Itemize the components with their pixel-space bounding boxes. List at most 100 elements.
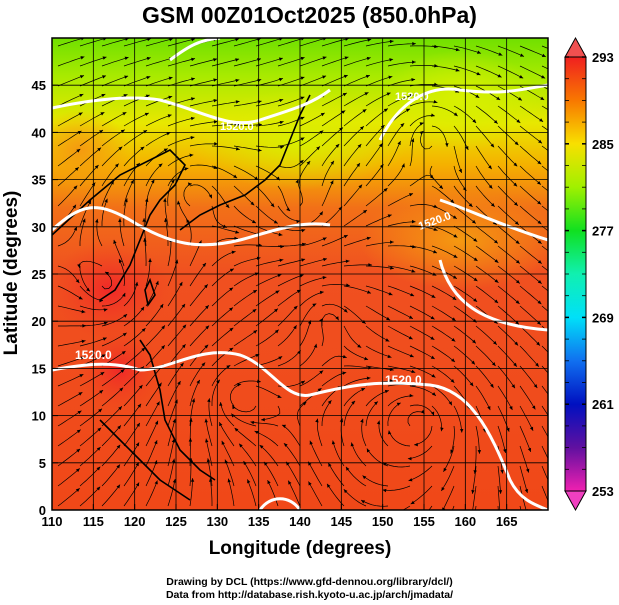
streamline	[167, 136, 195, 147]
streamline-arrow	[472, 530, 475, 534]
streamline-arrow	[308, 481, 312, 486]
streamline-arrow	[342, 354, 347, 359]
streamline-arrow	[141, 347, 146, 352]
streamline	[230, 383, 242, 407]
streamline-arrow	[471, 219, 476, 224]
streamline-arrow	[492, 221, 497, 225]
streamline	[431, 125, 448, 147]
streamline-arrow	[189, 418, 193, 422]
streamline	[429, 165, 444, 190]
streamline	[409, 345, 435, 360]
streamline-arrow	[176, 200, 181, 205]
streamline-arrow	[515, 300, 520, 304]
streamline	[519, 365, 538, 389]
streamline-arrow	[75, 468, 80, 473]
streamline-arrow	[358, 184, 363, 189]
streamline-arrow	[273, 220, 278, 224]
streamline-arrow	[319, 370, 324, 375]
streamline	[57, 391, 83, 407]
streamline	[541, 285, 548, 292]
streamline-arrow	[382, 488, 387, 493]
streamline-arrow	[205, 325, 210, 330]
streamline-arrow	[498, 490, 503, 494]
streamline-arrow	[429, 174, 434, 179]
streamline	[277, 258, 306, 267]
streamline-arrow	[357, 144, 362, 148]
streamline-arrow	[536, 341, 540, 346]
streamline-arrow	[515, 259, 520, 264]
streamline-arrow	[172, 418, 176, 423]
streamline	[79, 427, 102, 447]
streamline-arrow	[235, 58, 240, 62]
streamline	[519, 465, 528, 494]
streamline-arrow	[312, 303, 317, 307]
streamline	[431, 45, 460, 51]
streamline	[255, 57, 284, 67]
streamline-arrow	[443, 467, 447, 472]
streamline	[382, 462, 411, 468]
streamline	[519, 405, 534, 431]
streamline	[519, 485, 527, 510]
streamline	[475, 245, 499, 264]
streamline	[475, 185, 495, 208]
streamline-arrow	[201, 362, 206, 367]
streamline	[450, 425, 455, 454]
streamline	[475, 105, 498, 124]
colorbar-tick-label: 285	[592, 137, 614, 152]
streamline	[79, 111, 105, 127]
streamline-arrow	[279, 258, 284, 263]
streamline	[497, 245, 521, 264]
streamline	[101, 292, 126, 307]
streamline-arrow	[400, 123, 405, 127]
streamline	[387, 305, 414, 320]
streamline-arrow	[388, 292, 393, 296]
streamline	[343, 162, 361, 187]
streamline	[255, 245, 285, 247]
streamline	[541, 105, 548, 111]
streamline	[378, 420, 389, 447]
streamline	[343, 377, 371, 387]
streamline	[79, 321, 108, 327]
streamline-arrow	[444, 528, 447, 532]
colorbar: 293 285 277 269 261 253	[564, 36, 614, 512]
streamline-arrow	[309, 440, 313, 445]
streamline	[123, 462, 140, 487]
temperature-field: 1520.0 1520.0 1520.0 1520.0 1520.0	[52, 38, 564, 534]
streamline-arrow	[123, 314, 128, 318]
streamline	[360, 499, 389, 507]
streamline	[211, 268, 235, 287]
streamline	[299, 75, 327, 87]
streamline	[255, 145, 284, 148]
streamline-arrow	[514, 141, 519, 146]
streamline-arrow	[554, 426, 557, 430]
streamline-arrow	[531, 405, 536, 410]
streamline-arrow	[147, 38, 151, 42]
streamline-arrow	[208, 194, 213, 199]
streamline-arrow	[560, 260, 564, 264]
streamline	[321, 127, 344, 147]
streamline	[519, 245, 543, 264]
streamline	[233, 308, 257, 327]
streamline-arrow	[472, 119, 477, 123]
streamline-arrow	[362, 475, 367, 480]
streamline-arrow	[317, 388, 322, 392]
streamline	[123, 198, 128, 227]
streamline-arrow	[537, 320, 541, 325]
streamline	[365, 76, 393, 87]
streamline-arrow	[250, 421, 255, 425]
streamline-arrow	[450, 378, 455, 383]
streamline	[57, 93, 84, 107]
streamline-arrow	[316, 146, 321, 151]
streamline	[255, 99, 284, 107]
streamline-arrow	[277, 394, 282, 399]
y-tick-label: 10	[32, 409, 46, 424]
streamline-arrow	[167, 114, 172, 118]
streamline-arrow	[277, 273, 282, 278]
streamline-arrow	[142, 218, 146, 222]
streamline	[387, 265, 416, 273]
streamline	[299, 146, 321, 167]
streamline-arrow	[141, 328, 146, 332]
streamline	[232, 404, 257, 413]
streamline	[79, 218, 86, 246]
streamline-arrow	[537, 200, 542, 205]
